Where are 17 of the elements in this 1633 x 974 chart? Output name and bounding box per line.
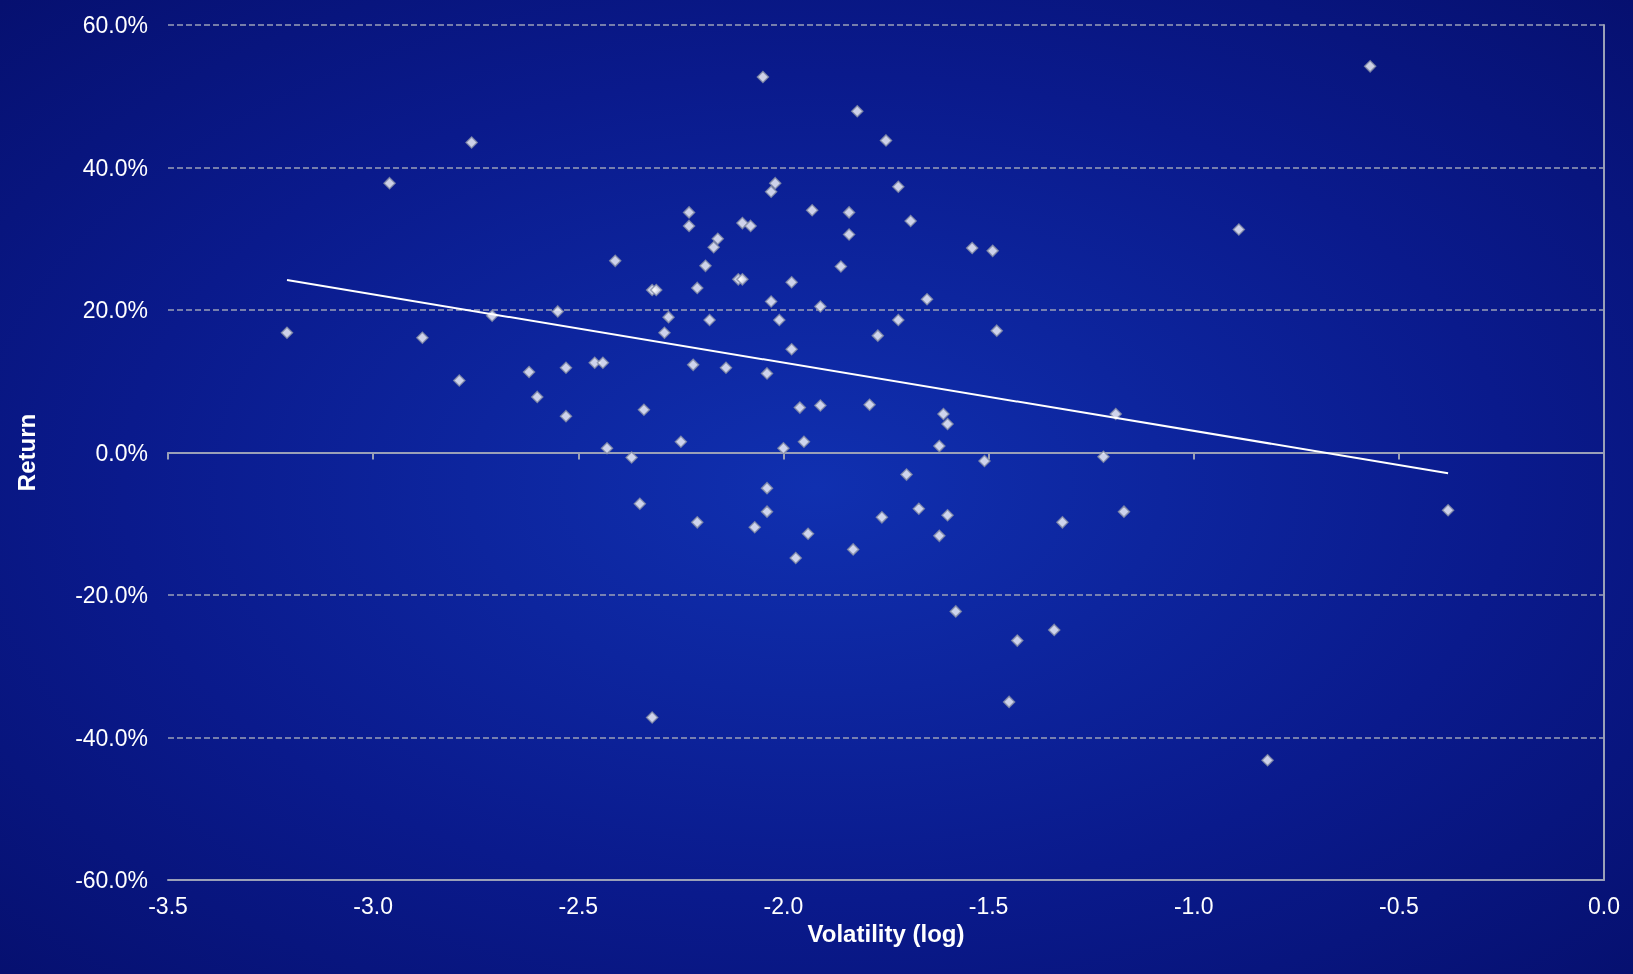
y-tick-label: 60.0%	[82, 12, 148, 38]
x-tick-label: -2.0	[763, 892, 804, 919]
x-tick-label: -0.5	[1379, 892, 1419, 919]
x-tick-label: 0.0	[1588, 892, 1620, 919]
x-tick-label: -2.5	[558, 892, 599, 919]
x-tick-label: -1.5	[968, 892, 1009, 919]
y-tick-label: 0.0%	[95, 439, 148, 466]
y-tick-label: -40.0%	[75, 724, 148, 751]
x-tick-label: -3.0	[353, 892, 393, 919]
x-tick-label: -1.0	[1173, 892, 1214, 919]
x-tick-label: -3.5	[148, 892, 188, 919]
y-tick-label: 20.0%	[82, 297, 148, 323]
y-tick-label: -60.0%	[75, 867, 148, 893]
y-tick-label: 40.0%	[82, 154, 148, 181]
y-tick-label: -20.0%	[75, 582, 148, 608]
x-axis-title: Volatility (log)	[807, 920, 965, 948]
y-axis-title: Return	[12, 413, 40, 492]
